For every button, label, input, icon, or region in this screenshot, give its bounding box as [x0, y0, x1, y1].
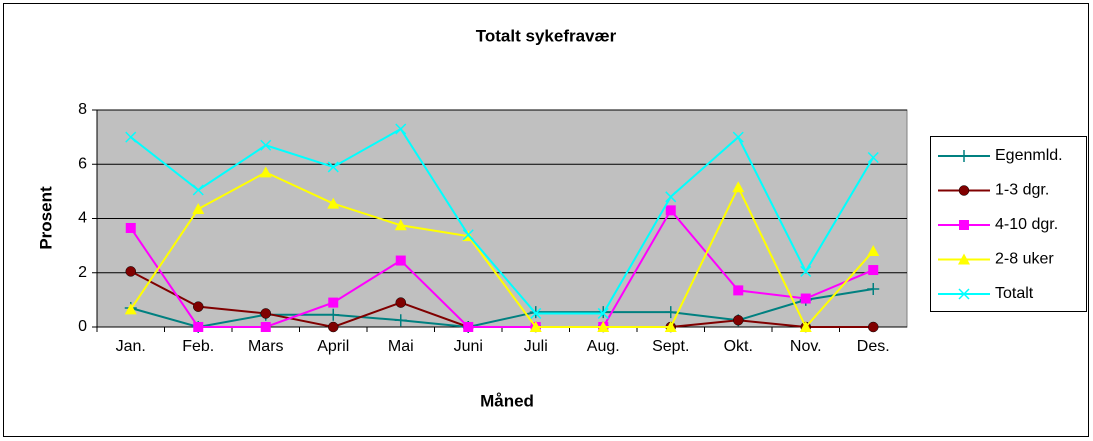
- legend-label: 2-8 uker: [995, 251, 1054, 268]
- marker: [529, 321, 542, 332]
- marker: [193, 322, 204, 332]
- x-tick-label: Juli: [524, 338, 548, 355]
- marker: [732, 181, 745, 193]
- marker: [328, 321, 339, 333]
- marker: [125, 131, 137, 143]
- x-tick-label: Okt.: [724, 338, 753, 355]
- marker: [192, 203, 205, 215]
- marker: [395, 255, 406, 266]
- x-tick-label: Nov.: [790, 338, 822, 355]
- marker: [800, 265, 812, 277]
- marker: [462, 229, 474, 241]
- marker: [328, 297, 339, 308]
- marker: [193, 301, 204, 312]
- series-line: [129, 208, 874, 328]
- x-tick-label: April: [317, 338, 349, 355]
- legend-label: Totalt: [995, 285, 1034, 302]
- marker: [125, 266, 136, 277]
- marker: [597, 321, 610, 332]
- marker: [463, 322, 474, 332]
- marker: [867, 151, 879, 163]
- marker: [260, 308, 271, 319]
- y-tick-label: 6: [78, 155, 87, 172]
- series-line: [129, 171, 874, 329]
- marker: [958, 288, 970, 300]
- chart-title: Totalt sykefravær: [476, 26, 617, 45]
- marker: [327, 308, 340, 321]
- y-tick-label: 2: [78, 264, 87, 281]
- marker: [124, 303, 137, 315]
- marker: [665, 205, 676, 216]
- x-tick-label: Feb.: [182, 338, 214, 355]
- x-tick-label: Aug.: [587, 338, 620, 355]
- marker: [868, 321, 879, 333]
- marker: [732, 131, 744, 143]
- marker: [327, 161, 339, 173]
- x-tick-label: Mai: [388, 338, 414, 355]
- marker: [800, 293, 811, 304]
- marker: [665, 191, 677, 203]
- legend-label: 1-3 dgr.: [995, 182, 1049, 199]
- y-tick-label: 4: [78, 210, 87, 227]
- y-tick-label: 8: [78, 101, 87, 118]
- marker: [260, 139, 272, 151]
- marker: [394, 219, 407, 231]
- series-line: [130, 127, 875, 315]
- marker: [958, 150, 970, 162]
- marker: [394, 314, 407, 327]
- marker: [259, 166, 272, 178]
- marker: [664, 321, 677, 332]
- marker: [958, 253, 970, 265]
- marker: [125, 222, 136, 233]
- x-tick-label: Jan.: [116, 338, 146, 355]
- marker: [733, 314, 744, 326]
- marker: [327, 197, 340, 209]
- marker: [867, 283, 880, 296]
- x-tick-label: Juni: [454, 338, 483, 355]
- marker: [733, 285, 744, 296]
- x-axis-label: Måned: [480, 391, 534, 410]
- series-line: [130, 288, 874, 329]
- x-tick-label: Mars: [248, 338, 284, 355]
- legend-label: 4-10 dgr.: [995, 216, 1058, 233]
- y-axis-label: Prosent: [36, 186, 55, 250]
- marker: [530, 307, 542, 319]
- marker: [192, 184, 204, 196]
- x-tick-label: Sept.: [652, 338, 689, 355]
- y-tick-label: 0: [78, 318, 87, 335]
- marker: [867, 245, 880, 257]
- x-tick-label: Des.: [857, 338, 890, 355]
- legend-label: Egenmld.: [995, 147, 1063, 164]
- marker: [395, 123, 407, 135]
- marker: [597, 307, 609, 319]
- marker: [260, 322, 271, 332]
- marker: [664, 306, 677, 319]
- marker: [395, 297, 406, 308]
- marker: [959, 220, 969, 230]
- marker: [958, 185, 970, 196]
- marker: [868, 265, 879, 276]
- marker: [799, 321, 812, 332]
